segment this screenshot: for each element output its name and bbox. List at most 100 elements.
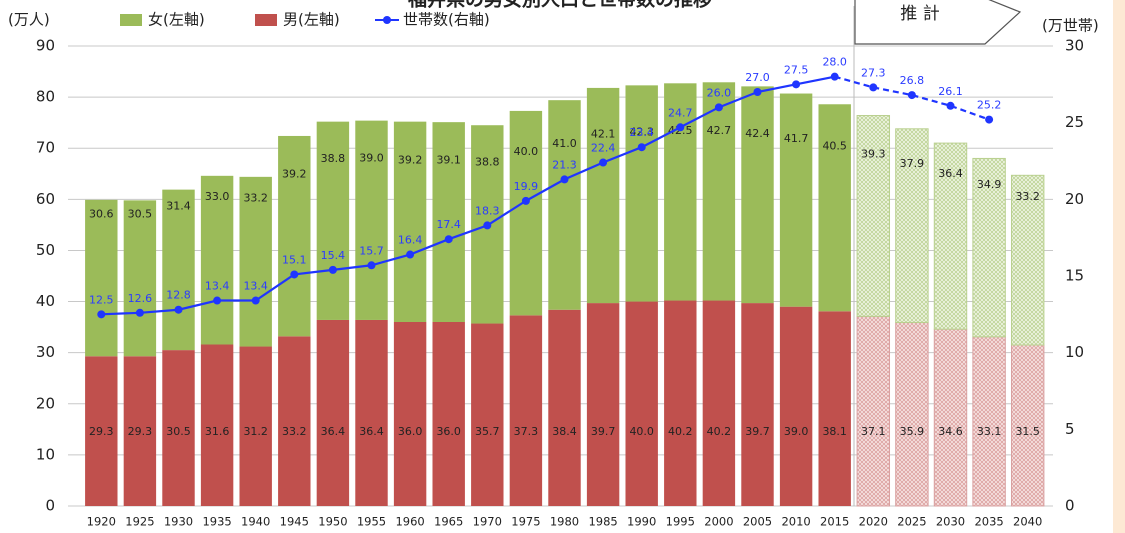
household-marker xyxy=(830,72,839,81)
bar-male xyxy=(239,346,272,506)
x-tick-label: 1960 xyxy=(395,515,424,529)
household-data-label: 19.9 xyxy=(514,180,539,193)
female-data-label: 39.2 xyxy=(282,168,307,181)
bar-male xyxy=(123,356,157,506)
household-data-label: 26.1 xyxy=(938,85,963,98)
household-marker xyxy=(251,296,260,305)
bar-female xyxy=(432,122,465,323)
x-tick-label: 1930 xyxy=(164,515,193,529)
x-tick-label: 1965 xyxy=(434,515,463,529)
bar-male xyxy=(972,336,1006,507)
household-data-label: 17.4 xyxy=(436,218,461,231)
household-data-label: 23.4 xyxy=(629,126,654,139)
y-tick-label: 90 xyxy=(36,37,55,55)
bar-male xyxy=(586,303,620,506)
x-tick-label: 1925 xyxy=(125,515,154,529)
y-tick-label: 70 xyxy=(36,139,55,157)
y2-axis-label: (万世帯) xyxy=(1042,17,1099,35)
household-marker xyxy=(637,143,646,152)
household-marker xyxy=(444,235,453,244)
household-marker xyxy=(328,265,337,274)
male-data-label: 33.1 xyxy=(977,425,1002,438)
household-marker xyxy=(483,221,492,230)
household-data-label: 26.8 xyxy=(900,74,925,87)
x-tick-label: 1995 xyxy=(666,515,695,529)
x-tick-label: 2040 xyxy=(1013,515,1042,529)
male-data-label: 33.2 xyxy=(282,425,307,438)
bar-female xyxy=(509,110,543,316)
household-marker xyxy=(946,101,955,110)
female-data-label: 39.2 xyxy=(398,153,423,166)
y2-tick-label: 25 xyxy=(1065,113,1084,131)
x-tick-label: 2000 xyxy=(704,515,733,529)
male-data-label: 34.6 xyxy=(938,425,963,438)
household-marker xyxy=(560,175,569,184)
legend-label: 男(左軸) xyxy=(283,11,340,29)
bar-male xyxy=(702,300,736,506)
male-data-label: 36.0 xyxy=(436,425,461,438)
household-data-label: 18.3 xyxy=(475,204,500,217)
household-data-label: 22.4 xyxy=(591,142,616,155)
bar-female xyxy=(393,121,427,323)
bar-female xyxy=(239,176,272,347)
male-data-label: 36.4 xyxy=(321,425,346,438)
x-tick-label: 1990 xyxy=(627,515,656,529)
household-marker xyxy=(985,115,994,124)
household-data-label: 12.6 xyxy=(128,292,153,305)
y-tick-label: 80 xyxy=(36,88,55,106)
female-data-label: 38.8 xyxy=(475,156,500,169)
bar-male xyxy=(1010,344,1045,507)
female-data-label: 37.9 xyxy=(900,157,925,170)
household-data-label: 15.1 xyxy=(282,253,307,266)
household-data-label: 24.7 xyxy=(668,106,693,119)
legend-label: 女(左軸) xyxy=(148,11,205,29)
bar-female xyxy=(355,120,388,320)
male-data-label: 31.6 xyxy=(205,425,230,438)
female-data-label: 34.9 xyxy=(977,178,1002,191)
bar-male xyxy=(818,311,851,506)
bar-male xyxy=(471,323,504,506)
y-tick-label: 60 xyxy=(36,190,55,208)
male-data-label: 40.0 xyxy=(629,425,654,438)
household-marker xyxy=(907,91,916,100)
bar-female xyxy=(316,121,350,320)
female-data-label: 33.2 xyxy=(1015,190,1040,203)
bar-male xyxy=(779,306,813,506)
x-tick-label: 1935 xyxy=(202,515,231,529)
male-data-label: 37.1 xyxy=(861,425,886,438)
bar-female xyxy=(278,135,311,337)
female-data-label: 40.0 xyxy=(514,145,539,158)
household-marker xyxy=(676,123,685,132)
female-data-label: 42.1 xyxy=(591,128,616,141)
household-marker xyxy=(290,270,299,279)
x-tick-label: 2015 xyxy=(820,515,849,529)
male-data-label: 30.5 xyxy=(166,425,191,438)
male-data-label: 38.1 xyxy=(822,425,847,438)
bar-female xyxy=(586,87,620,304)
y2-tick-label: 5 xyxy=(1065,420,1075,438)
chart-title: 福井県の男女別人口と世帯数の推移 xyxy=(407,0,712,11)
household-data-label: 28.0 xyxy=(822,56,847,69)
side-strip xyxy=(1113,0,1125,533)
male-data-label: 39.0 xyxy=(784,425,809,438)
x-tick-label: 2035 xyxy=(974,515,1003,529)
household-data-label: 13.4 xyxy=(243,280,268,293)
x-tick-label: 1945 xyxy=(280,515,309,529)
household-data-label: 27.0 xyxy=(745,71,770,84)
legend-swatch xyxy=(255,14,277,26)
x-tick-label: 1970 xyxy=(473,515,502,529)
female-data-label: 42.3 xyxy=(629,126,654,139)
y2-tick-label: 10 xyxy=(1065,343,1084,361)
household-marker xyxy=(367,261,376,270)
household-marker xyxy=(406,250,415,259)
bar-female xyxy=(625,85,658,302)
x-tick-label: 1950 xyxy=(318,515,347,529)
y-tick-label: 20 xyxy=(36,394,55,412)
bar-female xyxy=(162,189,195,351)
bar-female xyxy=(200,175,234,345)
bar-male xyxy=(278,336,311,506)
household-data-label: 21.3 xyxy=(552,158,577,171)
female-data-label: 36.4 xyxy=(938,167,963,180)
male-data-label: 29.3 xyxy=(89,425,114,438)
